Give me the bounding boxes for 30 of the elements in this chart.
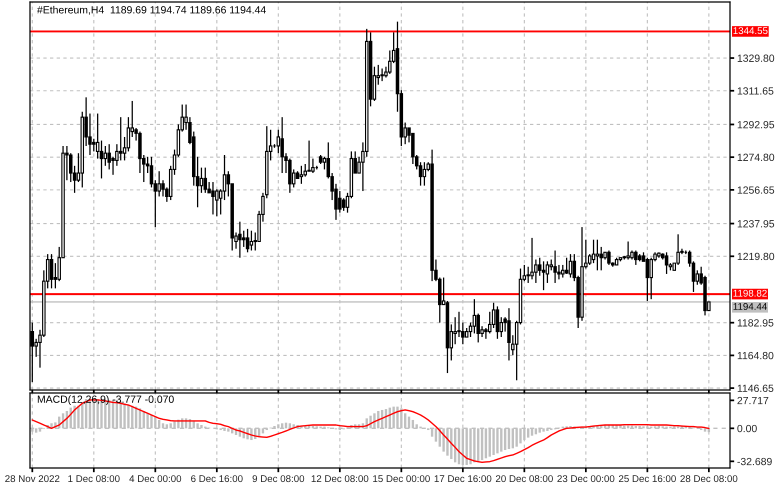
x-tick-label: 15 Dec 00:00: [373, 475, 430, 482]
y-tick-label: 27.717: [737, 396, 768, 404]
x-tick-label: 6 Dec 16:00: [191, 475, 243, 482]
y-tick-label: 1237.95: [738, 220, 774, 228]
y-tick-label: 1292.95: [738, 120, 774, 128]
chart-title: MACD(12,26,9) -3.777 -0.070: [38, 395, 174, 405]
x-tick-label: 23 Dec 00:00: [557, 475, 614, 482]
chart-title: #Ethereum,H4 1189.69 1194.74 1189.66 1194.44: [37, 6, 266, 15]
y-tick-label: 0.00: [737, 424, 757, 432]
y-tick-label: 1311.65: [738, 87, 774, 95]
y-tick-label: 1256.65: [738, 186, 774, 194]
x-tick-label: 17 Dec 16:00: [434, 475, 492, 482]
x-tick-label: 28 Nov 2022: [5, 475, 60, 482]
x-tick-label: 20 Dec 08:00: [496, 475, 553, 482]
x-tick-label: 12 Dec 08:00: [312, 475, 368, 482]
ref-line-label: 1344.55: [734, 27, 768, 34]
y-tick-label: -32.689: [737, 458, 772, 466]
y-tick-label: 1146.65: [738, 384, 774, 392]
y-tick-label: 1182.95: [738, 319, 774, 327]
ref-line-label: 1194.44: [734, 303, 767, 310]
x-tick-label: 28 Dec 08:00: [680, 475, 738, 482]
x-tick-label: 4 Dec 00:00: [129, 475, 182, 482]
y-tick-label: 1329.80: [738, 54, 774, 62]
x-tick-label: 9 Dec 08:00: [252, 475, 304, 482]
y-tick-label: 1274.80: [738, 154, 774, 162]
ref-line-label: 1198.82: [734, 290, 767, 297]
x-tick-label: 25 Dec 16:00: [618, 475, 676, 482]
y-tick-label: 1219.80: [738, 252, 774, 260]
y-tick-label: 1164.80: [738, 352, 774, 360]
x-tick-label: 1 Dec 08:00: [68, 475, 120, 482]
